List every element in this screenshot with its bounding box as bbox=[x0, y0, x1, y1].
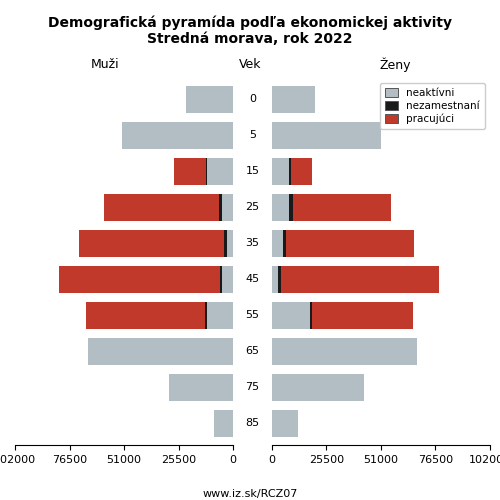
Bar bbox=[310, 302, 312, 329]
Bar bbox=[312, 302, 412, 329]
Bar bbox=[206, 302, 208, 329]
Text: 45: 45 bbox=[246, 274, 260, 284]
Text: 15: 15 bbox=[246, 166, 260, 176]
Bar bbox=[214, 410, 233, 437]
Bar bbox=[289, 194, 293, 220]
Text: 55: 55 bbox=[246, 310, 260, 320]
Bar bbox=[282, 230, 286, 256]
Bar bbox=[272, 86, 314, 112]
Bar bbox=[281, 266, 439, 293]
Bar bbox=[222, 194, 233, 220]
Text: Ženy: Ženy bbox=[380, 57, 411, 72]
Bar bbox=[272, 374, 364, 401]
Bar bbox=[272, 410, 297, 437]
Bar bbox=[104, 194, 219, 220]
Text: www.iz.sk/RCZ07: www.iz.sk/RCZ07 bbox=[202, 490, 298, 500]
Legend: neaktívni, nezamestnaní, pracujúci: neaktívni, nezamestnaní, pracujúci bbox=[380, 82, 485, 130]
Text: Vek: Vek bbox=[239, 58, 261, 71]
Bar bbox=[293, 194, 391, 220]
Bar bbox=[169, 374, 233, 401]
Text: Demografická pyramída podľa ekonomickej aktivity
Stredná morava, rok 2022: Demografická pyramída podľa ekonomickej … bbox=[48, 15, 452, 46]
Text: 75: 75 bbox=[246, 382, 260, 392]
Bar bbox=[226, 230, 233, 256]
Bar bbox=[286, 230, 414, 256]
Bar bbox=[220, 266, 222, 293]
Bar bbox=[186, 86, 233, 112]
Text: 65: 65 bbox=[246, 346, 260, 356]
Bar bbox=[206, 158, 208, 184]
Text: 35: 35 bbox=[246, 238, 260, 248]
Text: 25: 25 bbox=[246, 202, 260, 212]
Bar bbox=[272, 158, 289, 184]
Bar bbox=[289, 158, 290, 184]
Bar bbox=[272, 266, 278, 293]
Bar bbox=[222, 266, 233, 293]
Bar bbox=[272, 230, 282, 256]
Bar bbox=[278, 266, 281, 293]
Bar bbox=[208, 302, 233, 329]
Bar bbox=[86, 302, 206, 329]
Bar bbox=[174, 158, 206, 184]
Text: Muži: Muži bbox=[90, 58, 120, 71]
Bar bbox=[88, 338, 233, 365]
Bar bbox=[272, 302, 310, 329]
Bar bbox=[224, 230, 226, 256]
Bar bbox=[78, 230, 224, 256]
Bar bbox=[208, 158, 233, 184]
Bar bbox=[272, 338, 418, 365]
Bar bbox=[60, 266, 220, 293]
Text: 85: 85 bbox=[246, 418, 260, 428]
Bar bbox=[272, 122, 381, 148]
Text: 0: 0 bbox=[249, 94, 256, 104]
Text: 5: 5 bbox=[249, 130, 256, 140]
Bar bbox=[272, 194, 289, 220]
Bar bbox=[290, 158, 312, 184]
Bar bbox=[219, 194, 222, 220]
Bar bbox=[122, 122, 233, 148]
